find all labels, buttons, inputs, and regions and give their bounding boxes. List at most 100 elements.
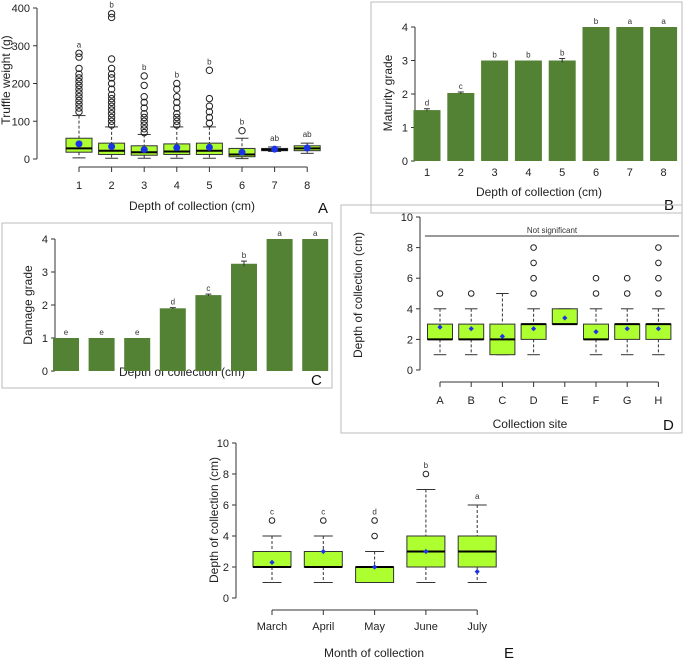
panel-a-y-tick-label: 100 <box>12 116 30 128</box>
panel-a-outlier-point <box>75 77 83 86</box>
panel-c-letter: C <box>311 372 322 389</box>
panel-a-sig-letter: a <box>77 40 82 49</box>
panel-d-outlier-point <box>655 274 662 282</box>
panel-a-y-tick-label: 300 <box>12 41 30 53</box>
panel-a-outlier-point <box>205 102 214 110</box>
panel-a-outlier-point <box>107 85 116 93</box>
panel-a-outlier-point <box>205 66 214 74</box>
panel-a-outlier-point <box>173 121 181 129</box>
panel-e-x-tick-label: May <box>364 621 385 633</box>
panel-e-month: Depth of collection (cm) Month of collec… <box>207 438 514 660</box>
panel-b-bar <box>413 110 441 161</box>
panel-a-mean-point <box>173 144 181 152</box>
panel-d-letter: D <box>663 417 674 434</box>
panel-a-outlier-point <box>107 113 116 122</box>
panel-b-x-tick-label: 1 <box>424 167 430 179</box>
panel-a-outlier-point <box>75 89 83 97</box>
panel-a-outlier-point <box>75 53 83 61</box>
panel-d-outlier-point <box>530 259 537 267</box>
panel-d-mean-point <box>593 329 599 335</box>
panel-e-outlier-point <box>371 532 378 540</box>
panel-e-x-tick-label: April <box>312 621 334 633</box>
panel-d-x-tick-label: C <box>498 395 506 407</box>
panel-e-y-tick-label: 0 <box>223 593 229 605</box>
panel-b-border <box>370 1 683 214</box>
panel-e-x-tick-label: July <box>467 621 487 633</box>
panel-a-outlier-point <box>140 128 148 137</box>
panel-c-ylabel: Damage grade <box>21 265 35 345</box>
panel-a-outlier-point <box>107 110 116 118</box>
panel-a-sig-letter: b <box>175 71 180 80</box>
panel-c-sig-letter: e <box>99 328 104 337</box>
panel-b-x-tick-label: 4 <box>525 167 531 179</box>
panel-b-sig-letter: d <box>425 99 429 108</box>
panel-a-outlier-point <box>107 91 116 99</box>
panel-b-sig-letter: b <box>594 17 599 26</box>
panel-a-mean-point <box>140 146 148 154</box>
panel-d-mean-point <box>437 324 443 330</box>
panel-d-mean-point <box>468 326 474 332</box>
panel-a-outlier-point <box>107 9 116 18</box>
panel-d-x-tick-label: D <box>530 395 538 407</box>
panel-a-mean-point <box>75 140 83 148</box>
panel-b-ylabel: Maturity grade <box>381 54 395 131</box>
panel-c-bar <box>231 263 257 371</box>
panel-b-sig-letter: a <box>661 17 666 26</box>
panel-b-bar <box>514 60 542 161</box>
panel-d-ylabel: Depth of collection (cm) <box>351 232 365 358</box>
panel-a-outlier-point <box>173 79 181 88</box>
panel-b-bar <box>481 60 509 161</box>
panel-a-outlier-point <box>75 93 83 101</box>
panel-a-outlier-point <box>173 110 181 118</box>
panel-a-ylabel: Truffle weight (g) <box>0 35 13 124</box>
panel-a-outlier-point <box>140 117 148 125</box>
panel-a-outlier-point <box>238 126 246 135</box>
panel-d-mean-point <box>562 315 568 321</box>
panel-d-annotation: Not significant <box>527 226 578 235</box>
panel-b-x-tick-label: 7 <box>627 167 633 179</box>
panel-b-maturity-grade: Maturity grade Depth of collection (cm) … <box>370 1 683 214</box>
panel-a-sig-letter: b <box>207 57 212 66</box>
panel-a-outlier-point <box>140 113 148 122</box>
panel-c-bar <box>159 308 186 371</box>
panel-d-outlier-point <box>530 274 537 282</box>
panel-d-outlier-point <box>530 244 537 251</box>
panel-a-outlier-point <box>107 102 116 110</box>
panel-a-outlier-point <box>205 119 214 127</box>
panel-e-letter: E <box>504 645 514 660</box>
panel-d-outlier-point <box>530 290 537 297</box>
panel-b-bar <box>548 60 576 161</box>
panel-c-sig-letter: a <box>313 229 318 238</box>
panel-a-outlier-point <box>205 94 214 103</box>
panel-e-sig-letter: c <box>321 508 325 517</box>
panel-a-sig-letter: b <box>109 1 114 10</box>
panel-e-x-tick-label: March <box>257 621 288 633</box>
panel-a-xlabel: Depth of collection (cm) <box>129 199 255 213</box>
panel-b-x-tick-label: 6 <box>593 167 599 179</box>
panel-d-y-tick-label: 8 <box>407 243 413 255</box>
panel-e-xlabel: Month of collection <box>324 646 424 660</box>
panel-a-x-tick-label: 7 <box>272 180 278 192</box>
panel-b-sig-letter: b <box>526 51 531 60</box>
panel-b-y-tick-label: 4 <box>402 22 408 34</box>
panel-d-xlabel: Collection site <box>493 417 568 431</box>
panel-d-collection-site: Not significant Depth of collection (cm)… <box>340 204 683 434</box>
panel-b-x-tick-label: 5 <box>559 167 565 179</box>
panel-a-outlier-point <box>107 121 116 129</box>
panel-e-x-tick-label: June <box>414 621 438 633</box>
panel-a-x-tick-label: 8 <box>304 180 310 192</box>
panel-b-y-tick-label: 3 <box>402 56 408 68</box>
panel-b-x-tick-label: 2 <box>458 167 464 179</box>
panel-a-outlier-point <box>107 94 116 103</box>
panel-c-damage-grade: Damage grade Depth of collection (cm) C … <box>1 222 333 389</box>
panel-d-outlier-point <box>592 274 600 282</box>
panel-a-outlier-point <box>75 81 83 90</box>
panel-a-outlier-point <box>205 113 214 122</box>
panel-a-y-tick-label: 400 <box>12 3 30 15</box>
panel-d-outlier-point <box>467 290 475 297</box>
panel-c-bar <box>195 295 222 371</box>
panel-a-outlier-point <box>75 85 83 93</box>
panel-c-sig-letter: d <box>171 298 175 307</box>
panel-d-y-tick-label: 6 <box>407 273 413 285</box>
panel-a-mean-point <box>271 145 279 153</box>
